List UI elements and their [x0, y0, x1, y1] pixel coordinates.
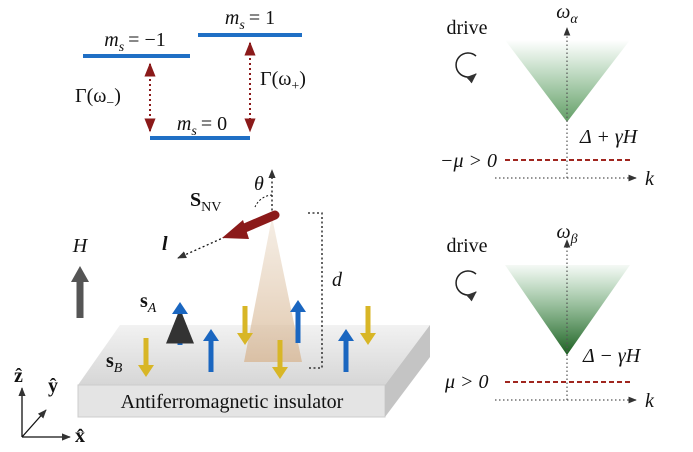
symbol: ω	[556, 1, 570, 23]
sub: α	[570, 12, 578, 27]
sa-label: sA	[140, 290, 157, 316]
sub: +	[291, 79, 299, 94]
sub: B	[114, 361, 123, 376]
figure: ms= −1 ms= 1 ms= 0 Γ(ω−) Γ(ω+) drive ωα …	[0, 0, 693, 452]
z-label: ẑ	[14, 365, 23, 387]
d-label: d	[332, 269, 343, 291]
spin-head	[172, 302, 188, 314]
level-label: ms= −1	[104, 29, 165, 55]
eq: = 1	[249, 7, 275, 29]
rate-label: Γ(ω−)	[75, 85, 121, 111]
symbol: s	[140, 290, 148, 312]
symbol: s	[106, 350, 114, 372]
sub: s	[119, 40, 125, 55]
panel-beta: drive ωβ Δ − γH μ > 0 k	[444, 221, 655, 412]
chem-label: −μ > 0	[440, 150, 497, 172]
drive-label: drive	[446, 17, 487, 39]
pre: Γ(ω	[260, 68, 291, 90]
slab-label: Antiferromagnetic insulator	[121, 391, 344, 413]
eq: = −1	[128, 29, 166, 51]
symbol: m	[177, 113, 191, 135]
spin-head	[290, 300, 306, 312]
l-axis	[178, 237, 225, 258]
level-label: ms = 0	[177, 113, 227, 139]
y-axis	[22, 410, 46, 437]
angle-arc	[255, 195, 272, 207]
post: )	[299, 68, 306, 90]
field-arrow-head	[71, 266, 89, 282]
nv-spin-head	[222, 220, 249, 239]
sub: −	[106, 96, 114, 111]
chem-label: μ > 0	[444, 371, 489, 393]
symbol: S	[190, 189, 201, 211]
panel-alpha: drive ωα Δ + γH −μ > 0 k	[440, 1, 655, 190]
field-label: H	[72, 235, 89, 257]
l-label: l	[162, 233, 168, 255]
axis-label: k	[645, 390, 655, 412]
sub: s	[239, 18, 245, 33]
y-label: ŷ	[48, 375, 58, 397]
sub: NV	[201, 200, 221, 215]
gap-label: Δ + γH	[579, 126, 639, 148]
theta-label: θ	[254, 173, 264, 195]
level-label: ms = 1	[225, 7, 275, 33]
post: )	[114, 85, 121, 107]
energy-levels: ms= −1 ms= 1 ms= 0 Γ(ω−) Γ(ω+)	[75, 7, 306, 139]
axis-label: k	[645, 168, 655, 190]
pre: Γ(ω	[75, 85, 106, 107]
spin-label: SNV	[190, 189, 221, 215]
symbol: ω	[556, 221, 570, 243]
axis-label: ωα	[556, 1, 578, 27]
sub: A	[147, 301, 157, 316]
symbol: m	[104, 29, 118, 51]
symbol: m	[225, 7, 239, 29]
setup: Antiferromagnetic insulator θ SNV l d H …	[14, 170, 430, 447]
eq: = 0	[201, 113, 227, 135]
sub: s	[191, 124, 197, 139]
detection-cone	[244, 217, 302, 362]
rate-label: Γ(ω+)	[260, 68, 306, 94]
sub: β	[570, 232, 578, 247]
drive-icon	[456, 53, 476, 77]
gap-label: Δ − γH	[582, 345, 642, 367]
drive-label: drive	[446, 235, 487, 257]
drive-icon	[456, 271, 476, 295]
x-label: x̂	[75, 425, 85, 447]
